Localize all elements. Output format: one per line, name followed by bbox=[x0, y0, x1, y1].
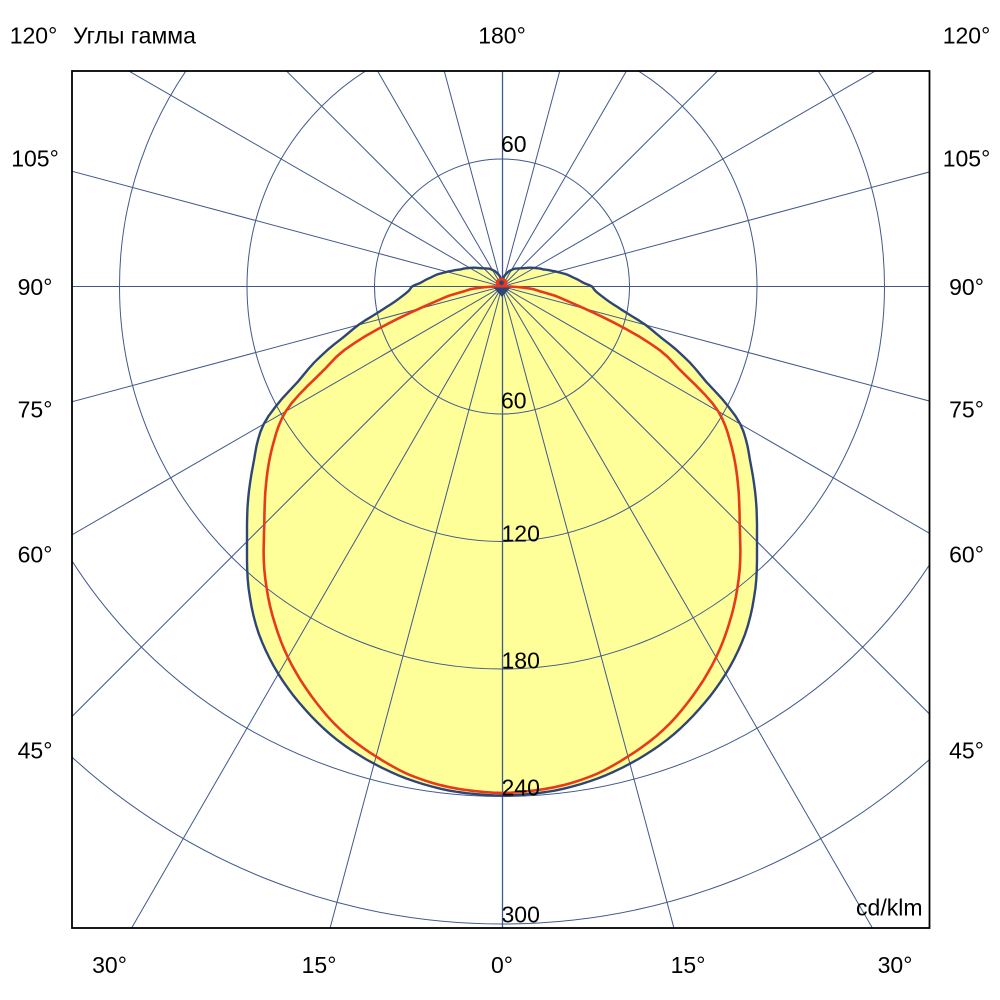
svg-text:60: 60 bbox=[501, 388, 527, 414]
svg-text:60: 60 bbox=[501, 131, 527, 157]
svg-text:300: 300 bbox=[502, 902, 540, 928]
svg-text:0°: 0° bbox=[491, 952, 513, 978]
svg-text:90°: 90° bbox=[18, 274, 53, 300]
svg-text:30°: 30° bbox=[878, 952, 913, 978]
svg-text:cd/klm: cd/klm bbox=[856, 895, 922, 921]
svg-text:120°: 120° bbox=[10, 23, 58, 49]
svg-text:45°: 45° bbox=[949, 738, 984, 764]
svg-text:75°: 75° bbox=[949, 397, 984, 423]
svg-text:Углы гамма: Углы гамма bbox=[73, 23, 196, 49]
svg-text:60°: 60° bbox=[949, 542, 984, 568]
svg-text:90°: 90° bbox=[949, 274, 984, 300]
svg-text:180°: 180° bbox=[478, 23, 526, 49]
svg-text:105°: 105° bbox=[11, 146, 59, 172]
svg-text:75°: 75° bbox=[18, 397, 53, 423]
svg-text:15°: 15° bbox=[671, 952, 706, 978]
svg-text:60°: 60° bbox=[18, 542, 53, 568]
svg-text:180: 180 bbox=[502, 648, 540, 674]
svg-text:105°: 105° bbox=[943, 146, 991, 172]
svg-text:120: 120 bbox=[502, 521, 540, 547]
svg-text:15°: 15° bbox=[302, 952, 337, 978]
svg-text:120°: 120° bbox=[943, 23, 991, 49]
svg-text:240: 240 bbox=[502, 775, 540, 801]
svg-text:30°: 30° bbox=[92, 952, 127, 978]
svg-text:45°: 45° bbox=[18, 738, 53, 764]
